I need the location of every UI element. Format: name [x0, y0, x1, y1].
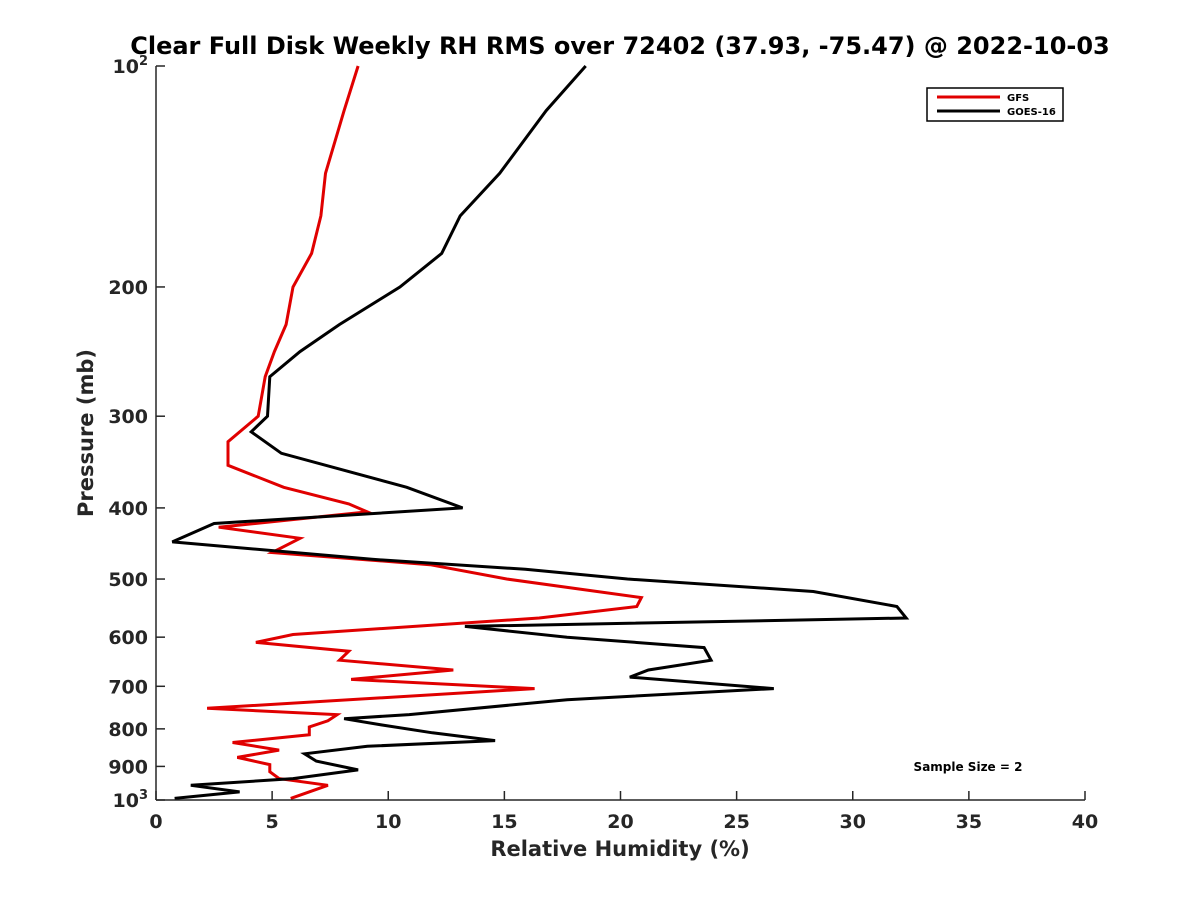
- x-ticks: 0 5 10 15 20 25 30 35 40: [149, 791, 1098, 833]
- legend-label-goes-16: GOES-16: [1007, 107, 1056, 118]
- y-tick-label: 800: [108, 719, 148, 741]
- y-tick-label: 400: [108, 498, 148, 520]
- x-tick-label: 25: [723, 811, 749, 833]
- legend: GFS GOES-16: [926, 87, 1064, 122]
- y-tick-label: 900: [108, 756, 148, 778]
- sample-size-annotation: Sample Size = 2: [914, 760, 1023, 774]
- series-line-goes-16: [171, 65, 910, 800]
- x-tick-label: 10: [375, 811, 401, 833]
- y-tick-label: 600: [108, 627, 148, 649]
- x-tick-label: 30: [840, 811, 866, 833]
- series-layer: [171, 65, 910, 800]
- x-tick-label: 20: [607, 811, 633, 833]
- y-tick-label: 102: [113, 54, 149, 78]
- x-axis-label: Relative Humidity (%): [490, 837, 749, 861]
- y-tick-label: 200: [108, 277, 148, 299]
- y-tick-label: 500: [108, 569, 148, 591]
- series-line-gfs: [207, 65, 644, 800]
- legend-box: [926, 87, 1064, 122]
- chart-title: Clear Full Disk Weekly RH RMS over 72402…: [130, 32, 1110, 60]
- y-tick-label: 103: [113, 788, 149, 812]
- legend-label-gfs: GFS: [1007, 93, 1029, 104]
- x-tick-label: 35: [956, 811, 982, 833]
- x-tick-label: 5: [266, 811, 279, 833]
- x-tick-label: 15: [491, 811, 517, 833]
- y-tick-label: 700: [108, 676, 148, 698]
- x-tick-label: 40: [1072, 811, 1098, 833]
- y-axis-label: Pressure (mb): [74, 349, 98, 517]
- y-tick-label: 300: [108, 406, 148, 428]
- x-tick-label: 0: [149, 811, 162, 833]
- y-ticks: 102 200 300 400 500 600 700 800 900 103: [108, 54, 165, 812]
